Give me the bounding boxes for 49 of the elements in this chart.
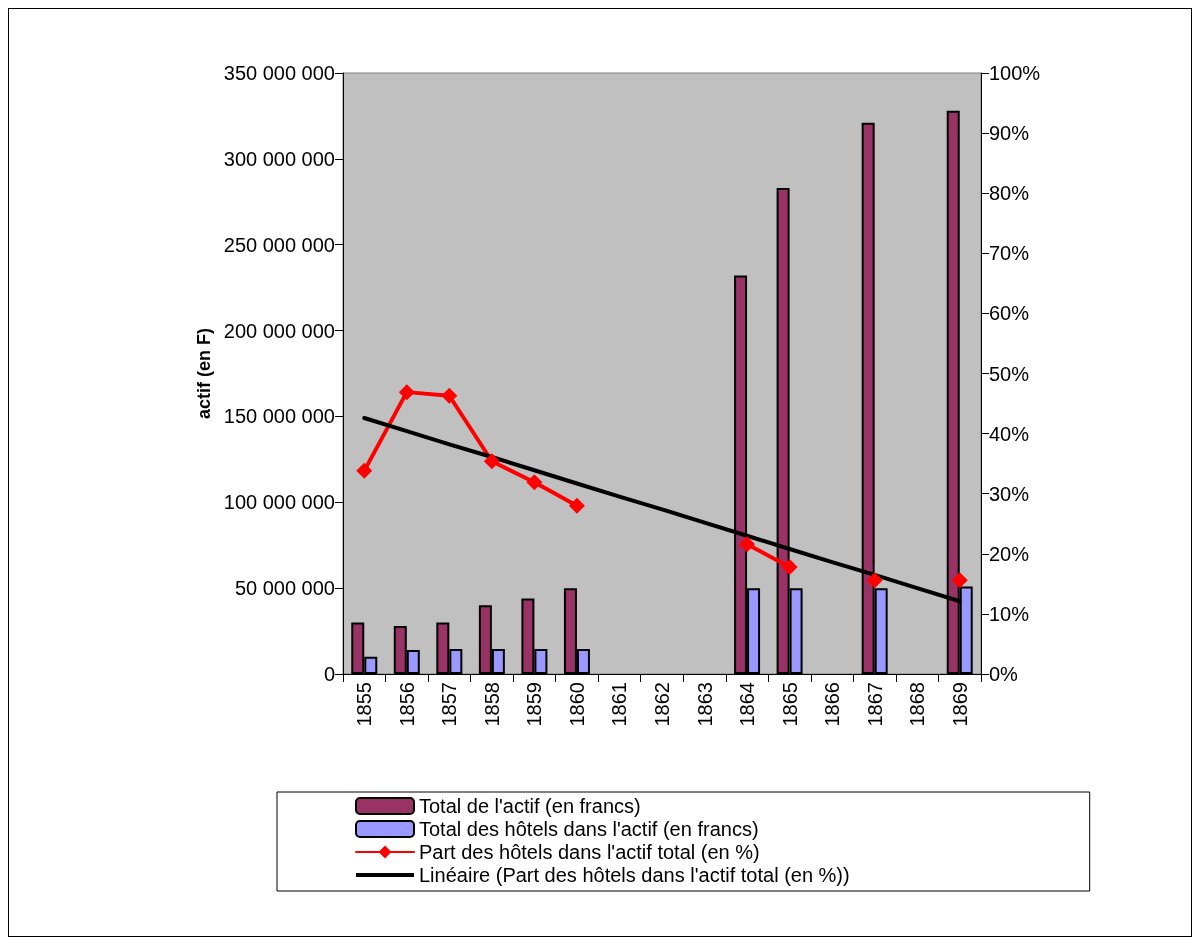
point (441, 387, 458, 404)
y2-tick-label: 30% (989, 482, 1030, 505)
y-tick-label: 250 000 000 (223, 233, 335, 256)
y-tick-label: 200 000 000 (223, 319, 335, 342)
legend-label: Part des hôtels dans l'actif total (en %) (419, 841, 760, 863)
y2-tick-label: 60% (989, 302, 1030, 325)
y-tick-label: 300 000 000 (223, 147, 335, 170)
y-tick-label: 350 000 000 (223, 62, 335, 84)
x-tick-label: 1855 (353, 682, 376, 727)
legend-label: Total des hôtels dans l'actif (en francs) (419, 818, 759, 840)
x-tick-label: 1860 (565, 682, 588, 727)
point (951, 572, 968, 589)
point (866, 572, 883, 589)
y-tick-label: 100 000 000 (223, 491, 335, 514)
x-tick-label: 1866 (821, 682, 844, 727)
x-tick-label: 1861 (608, 682, 631, 727)
point (398, 384, 415, 401)
y2-tick-label: 20% (989, 542, 1030, 565)
y-tick-label: 150 000 000 (223, 405, 335, 428)
y-axis-title: actif (en F) (193, 327, 214, 420)
x-tick-label: 1858 (480, 682, 503, 727)
point (781, 559, 798, 576)
y-tick-label: 0 (323, 663, 335, 685)
y2-tick-label: 70% (989, 242, 1030, 265)
point (739, 536, 756, 553)
x-tick-label: 1867 (863, 682, 886, 727)
point (483, 453, 500, 470)
x-tick-label: 1864 (736, 682, 759, 727)
x-tick-label: 1857 (438, 682, 461, 727)
y2-tick-label: 0% (989, 663, 1019, 685)
x-tick-label: 1859 (523, 682, 546, 727)
x-tick-label: 1863 (693, 682, 716, 727)
x-tick-label: 1869 (948, 682, 971, 727)
x-tick-label: 1868 (906, 682, 929, 727)
y2-tick-label: 80% (989, 182, 1030, 205)
point (568, 497, 585, 514)
y2-tick-label: 10% (989, 602, 1030, 625)
y2-tick-label: 100% (989, 62, 1041, 84)
point (526, 474, 543, 491)
legend-label: Total de l'actif (en francs) (419, 795, 641, 817)
y2-tick-label: 90% (989, 122, 1030, 145)
x-tick-label: 1865 (778, 682, 801, 727)
point (356, 462, 373, 479)
y2-tick-label: 40% (989, 422, 1030, 445)
y-tick-label: 50 000 000 (234, 577, 335, 600)
y2-tick-label: 50% (989, 362, 1030, 385)
x-tick-label: 1856 (395, 682, 418, 727)
x-tick-label: 1862 (651, 682, 673, 727)
legend-label: Linéaire (Part des hôtels dans l'actif total (en %)) (419, 864, 850, 886)
